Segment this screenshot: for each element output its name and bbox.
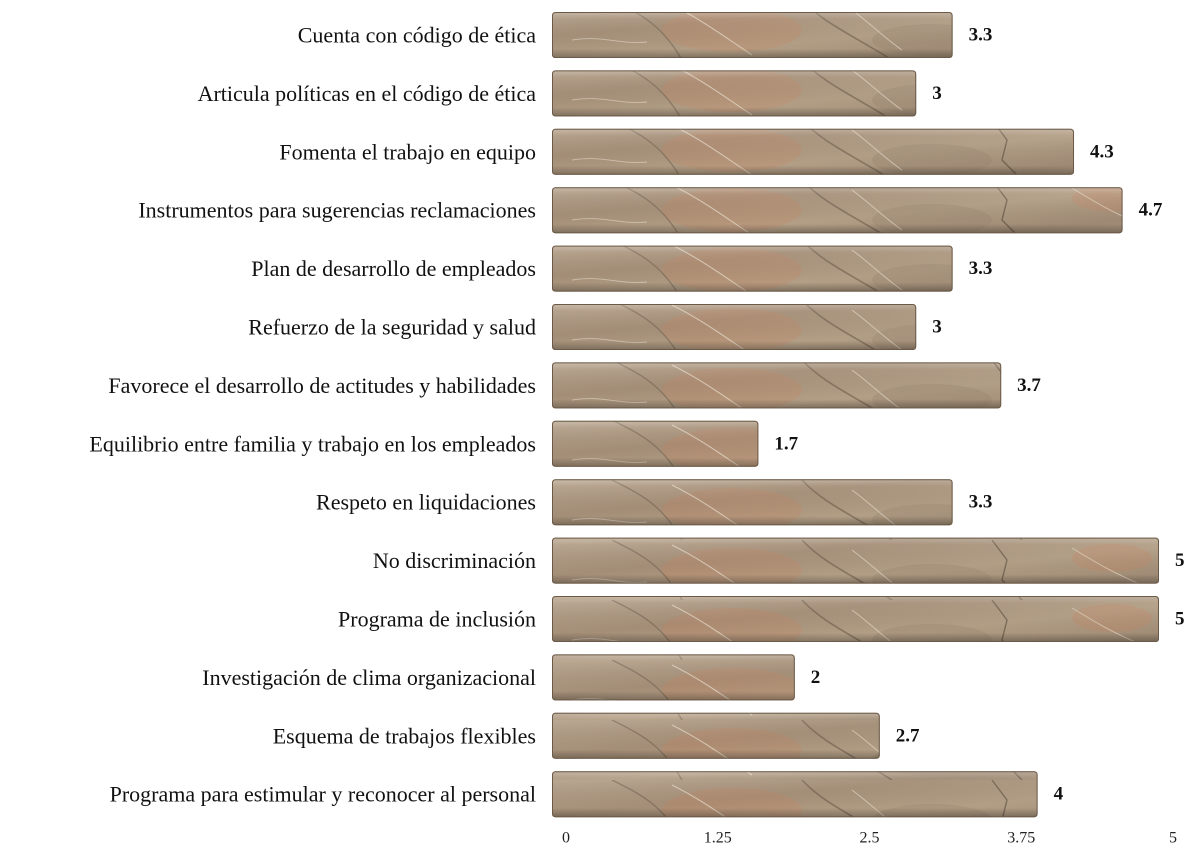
- category-label: Investigación de clima organizacional: [202, 665, 536, 690]
- value-labels: 3.3 3 4.3 4.7 3.3 3 3.7 1.7 3.3 5 5 2 2.7 4: [774, 25, 1184, 805]
- category-label: Respeto en liquidaciones: [316, 490, 536, 515]
- bar-bevel: [552, 537, 1159, 584]
- category-label: Programa para estimular y reconocer al p…: [110, 782, 536, 807]
- bar-outline: [552, 187, 1123, 234]
- category-label: Instrumentos para sugerencias reclamacio…: [138, 198, 536, 223]
- bar-bevel: [552, 771, 1038, 818]
- bar: [552, 128, 1075, 175]
- bar: [552, 771, 1038, 818]
- bar: [552, 187, 1123, 234]
- bar: [552, 479, 953, 526]
- bar-bevel: [552, 12, 953, 58]
- bar-outline: [552, 420, 759, 467]
- value-label: 3.7: [1017, 375, 1041, 396]
- bar-outline: [552, 12, 953, 58]
- bar: [552, 596, 1159, 642]
- x-tick-label: 1.25: [704, 830, 732, 847]
- x-axis-ticks: 0 1.25 2.5 3.75 5: [562, 830, 1177, 847]
- bar-bevel: [552, 304, 917, 350]
- bar: [552, 304, 917, 350]
- bar-bevel: [552, 654, 795, 701]
- category-label: No discriminación: [373, 548, 536, 573]
- bar-bevel: [552, 245, 953, 292]
- value-label: 2: [811, 667, 821, 688]
- category-label: Articula políticas en el código de ética: [198, 81, 537, 106]
- bar: [552, 537, 1159, 584]
- x-tick-label: 0: [562, 830, 570, 847]
- bar-bevel: [552, 596, 1159, 642]
- bar: [552, 70, 917, 117]
- bar: [552, 362, 1002, 409]
- bar-bevel: [552, 420, 759, 467]
- category-label: Esquema de trabajos flexibles: [273, 723, 536, 748]
- bar: [552, 12, 953, 58]
- value-label: 5: [1175, 550, 1185, 571]
- bar-bevel: [552, 70, 917, 117]
- value-label: 3.3: [969, 492, 993, 513]
- bar-outline: [552, 128, 1075, 175]
- value-label: 3: [932, 317, 942, 338]
- category-label: Fomenta el trabajo en equipo: [279, 139, 536, 164]
- x-tick-label: 3.75: [1007, 830, 1035, 847]
- bar-bevel: [552, 712, 880, 759]
- category-labels: Cuenta con código de ética Articula polít…: [89, 23, 536, 807]
- bar: [552, 712, 880, 759]
- value-label: 3: [932, 83, 942, 104]
- x-tick-label: 2.5: [860, 830, 880, 847]
- bar: [552, 654, 795, 701]
- value-label: 2.7: [896, 725, 920, 746]
- bar-outline: [552, 712, 880, 759]
- value-label: 1.7: [774, 433, 798, 454]
- category-label: Favorece el desarrollo de actitudes y ha…: [108, 373, 536, 398]
- value-label: 4.3: [1090, 141, 1114, 162]
- bar-outline: [552, 304, 917, 350]
- category-label: Equilibrio entre familia y trabajo en lo…: [89, 431, 536, 456]
- category-label: Cuenta con código de ética: [298, 23, 536, 48]
- value-label: 3.3: [969, 258, 993, 279]
- bar-outline: [552, 771, 1038, 818]
- bar: [552, 245, 953, 292]
- bar-bevel: [552, 128, 1075, 175]
- value-label: 5: [1175, 609, 1185, 630]
- value-label: 4.7: [1139, 200, 1163, 221]
- category-label: Refuerzo de la seguridad y salud: [248, 315, 536, 340]
- bar-outline: [552, 70, 917, 117]
- bar-outline: [552, 654, 795, 701]
- bar-outline: [552, 537, 1159, 584]
- bar-outline: [552, 362, 1002, 409]
- bars-layer: [552, 12, 1159, 818]
- bar-bevel: [552, 362, 1002, 409]
- x-tick-label: 5: [1169, 830, 1177, 847]
- category-label: Plan de desarrollo de empleados: [251, 256, 536, 281]
- value-label: 3.3: [969, 25, 993, 46]
- bar: [552, 420, 759, 467]
- bar-outline: [552, 479, 953, 526]
- bar-outline: [552, 596, 1159, 642]
- bar-bevel: [552, 187, 1123, 234]
- bar-bevel: [552, 479, 953, 526]
- value-label: 4: [1054, 784, 1064, 805]
- bar-outline: [552, 245, 953, 292]
- category-label: Programa de inclusión: [338, 607, 536, 632]
